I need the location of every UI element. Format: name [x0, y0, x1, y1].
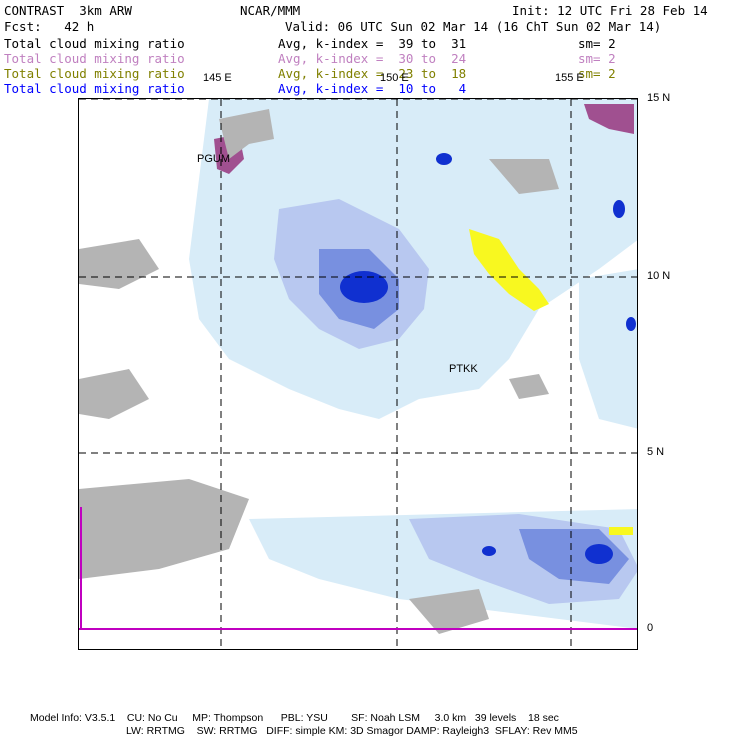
legend-avg-3: Avg, k-index = 23 to 18: [278, 66, 467, 81]
purple-cloud-north: [584, 104, 634, 134]
yellow-cloud-band: [469, 229, 549, 311]
core-southwest: [482, 546, 496, 556]
lon-label-145: 145 E: [203, 72, 232, 84]
model-info-line-1: Model Info: V3.5.1 CU: No Cu MP: Thompso…: [30, 712, 559, 724]
lat-lon-grid: [79, 99, 637, 649]
legend-sm-2: sm= 2: [578, 51, 616, 66]
legend-avg-1: Avg, k-index = 39 to 31: [278, 36, 467, 51]
lat-label-5n: 5 N: [647, 446, 665, 458]
legend-field-1: Total cloud mixing ratio: [4, 36, 185, 51]
legend-avg-4: Avg, k-index = 10 to 4: [278, 81, 467, 96]
core-east: [626, 317, 636, 331]
legend-field-3: Total cloud mixing ratio: [4, 66, 185, 81]
model-info-line-2: LW: RRTMG SW: RRTMG DIFF: simple KM: 3D …: [126, 725, 578, 737]
land-west-1: [79, 239, 159, 289]
core-south: [585, 544, 613, 564]
weather-map: PGUM PTKK: [78, 98, 638, 650]
lon-label-155: 155 E: [555, 72, 584, 84]
legend-sm-3: sm= 2: [578, 66, 616, 81]
lat-label-10n: 10 N: [647, 270, 671, 282]
land-southwest: [79, 479, 249, 579]
model-title: CONTRAST 3km ARW: [4, 3, 132, 18]
yellow-cloud-patch: [609, 527, 633, 535]
land-west-2: [79, 369, 149, 419]
lat-label-15n: 15 N: [647, 92, 671, 104]
station-label-pgum: PGUM: [197, 153, 230, 165]
valid-time: Valid: 06 UTC Sun 02 Mar 14 (16 ChT Sun …: [285, 19, 662, 34]
station-label-ptkk: PTKK: [449, 363, 478, 375]
land-east-ne: [489, 159, 559, 194]
land-south-center: [409, 589, 489, 634]
legend-sm-1: sm= 2: [578, 36, 616, 51]
legend-field-2: Total cloud mixing ratio: [4, 51, 185, 66]
cloud-field-svg: [79, 99, 637, 649]
legend-avg-2: Avg, k-index = 30 to 24: [278, 51, 467, 66]
dark-cloud-south: [519, 529, 629, 584]
lat-label-0: 0: [647, 622, 654, 634]
core-ne-2: [613, 200, 625, 218]
core-center: [340, 271, 388, 303]
core-ne-1: [436, 153, 452, 165]
forecast-hour: Fcst: 42 h: [4, 19, 95, 34]
init-time: Init: 12 UTC Fri 28 Feb 14: [512, 3, 708, 18]
land-south-small: [509, 374, 549, 399]
center-title: NCAR/MMM: [240, 3, 301, 18]
lon-label-150: 150 E: [380, 72, 409, 84]
legend-field-4: Total cloud mixing ratio: [4, 81, 185, 96]
land-guam: [219, 109, 274, 159]
light-cloud-east: [579, 269, 637, 429]
